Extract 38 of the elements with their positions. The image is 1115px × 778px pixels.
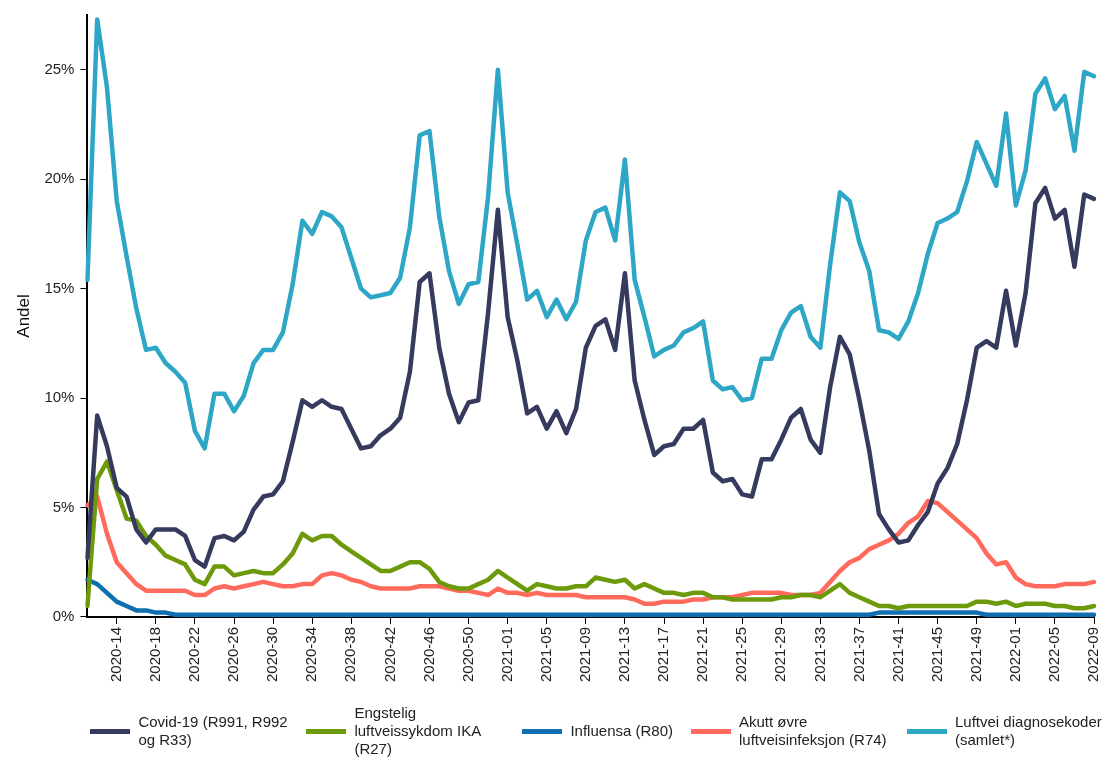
x-tick-label: 2022-05: [1045, 626, 1063, 683]
y-tick-label: 25%: [44, 59, 75, 77]
x-tick-label: 2020-38: [341, 626, 359, 683]
legend-label: Luftvei diagnosekoder (samlet*): [955, 713, 1103, 749]
x-tick-label: 2022-01: [1005, 626, 1023, 683]
x-tick-label: 2020-34: [302, 626, 320, 683]
x-tick-label: 2021-01: [497, 626, 515, 683]
x-tick-label: 2021-09: [575, 626, 593, 683]
x-tick-label: 2021-41: [888, 626, 906, 683]
x-tick-label: 2021-05: [536, 626, 554, 683]
x-tick-label: 2021-37: [849, 626, 867, 683]
x-tick-label: 2021-17: [654, 626, 672, 683]
legend-label: Engstelig luftveissykdom IKA (R27): [354, 704, 482, 758]
y-tick-label: 15%: [44, 278, 75, 296]
x-tick-label: 2022-09: [1084, 626, 1102, 683]
x-tick-label: 2020-18: [145, 626, 163, 683]
x-tick-label: 2021-25: [732, 626, 750, 683]
x-tick-label: 2021-33: [810, 626, 828, 683]
x-tick-label: 2020-46: [419, 626, 437, 683]
x-tick-label: 2021-13: [615, 626, 633, 683]
legend-label: Influensa (R80): [570, 722, 673, 740]
x-tick-label: 2020-30: [263, 626, 281, 683]
legend-label: Akutt øvre luftveisinfeksjon (R74): [739, 713, 888, 749]
y-tick-label: 0%: [52, 607, 75, 625]
x-tick-label: 2020-50: [458, 626, 476, 683]
x-tick-label: 2020-42: [380, 626, 398, 683]
x-tick-label: 2020-22: [185, 626, 203, 683]
y-tick-label: 20%: [44, 169, 75, 187]
y-tick-label: 10%: [44, 388, 75, 406]
x-tick-label: 2021-49: [966, 626, 984, 683]
legend-label: Covid-19 (R991, R992 og R33): [138, 713, 289, 749]
x-tick-label: 2021-21: [693, 626, 711, 683]
y-tick-label: 5%: [52, 497, 75, 515]
x-tick-label: 2020-26: [224, 626, 242, 683]
x-tick-label: 2021-45: [927, 626, 945, 683]
x-tick-label: 2020-14: [106, 626, 124, 683]
y-axis-title: Andel: [13, 294, 33, 338]
x-tick-label: 2021-29: [771, 626, 789, 683]
